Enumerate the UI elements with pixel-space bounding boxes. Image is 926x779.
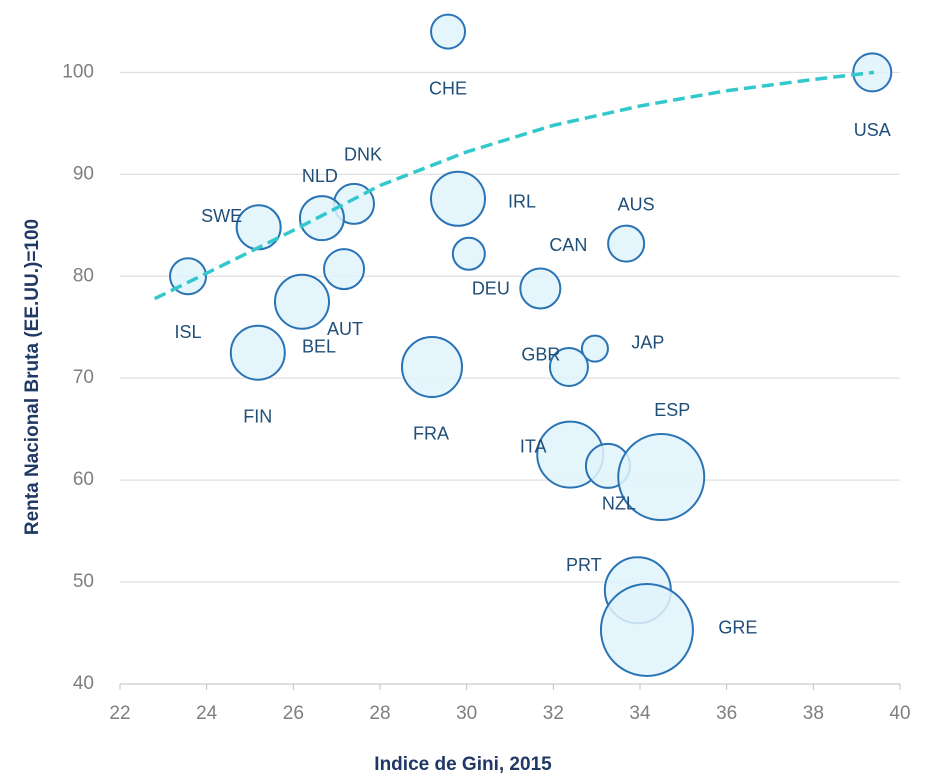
bubble [229,324,286,381]
bubble-label: NZL [602,494,636,514]
bubble [519,267,562,310]
bubble [298,195,345,242]
bubble [617,433,706,522]
bubble-label: AUS [618,194,655,214]
y-tick-label: 80 [73,265,94,286]
bubble-label: BEL [302,336,336,356]
y-tick-label: 40 [73,673,94,694]
bubble [274,273,330,330]
x-tick-label: 38 [803,703,824,724]
bubble [430,170,486,227]
x-tick-label: 32 [543,703,564,724]
bubble-label: NLD [302,166,338,186]
bubble-label: CAN [549,235,587,255]
bubble-label: DNK [344,145,382,165]
bubble [401,335,463,398]
y-axis-title: Renta Nacional Bruta (EE.UU.)=100 [22,219,43,535]
bubble [548,346,589,387]
x-tick-label: 30 [456,703,477,724]
bubble [580,334,609,363]
bubble-label: SWE [201,206,242,226]
bubble-label: USA [854,120,891,140]
bubble-label: ISL [175,322,202,342]
bubble-label: PRT [566,555,602,575]
x-tick-label: 26 [283,703,304,724]
x-tick-label: 22 [109,703,130,724]
x-tick-label: 40 [889,703,910,724]
y-tick-label: 90 [73,163,94,184]
y-tick-label: 100 [62,61,94,82]
bubble-label: CHE [429,78,467,98]
bubble [599,582,694,677]
bubble-label: ITA [520,436,547,456]
y-tick-label: 60 [73,469,94,490]
bubble-label: JAP [631,332,664,352]
bubble-label: IRL [508,192,536,212]
x-tick-label: 28 [369,703,390,724]
bubble [451,236,486,271]
y-tick-label: 50 [73,571,94,592]
bubble-label: AUT [327,319,363,339]
trend-line [153,70,875,301]
bubble-label: ESP [654,400,690,420]
bubble-label: DEU [472,279,510,299]
x-axis-title: Indice de Gini, 2015 [374,754,552,775]
x-tick-label: 36 [716,703,737,724]
bubble-label: FRA [413,424,449,444]
bubble [607,224,646,263]
x-tick-label: 34 [629,703,651,724]
bubble [430,13,467,50]
bubble-label: GRE [718,618,757,638]
bubble-label: GBR [521,345,560,365]
bubble-label: FIN [243,406,272,426]
y-tick-label: 70 [73,367,94,388]
bubble [235,204,282,251]
bubble [323,248,366,291]
x-tick-label: 24 [196,703,218,724]
